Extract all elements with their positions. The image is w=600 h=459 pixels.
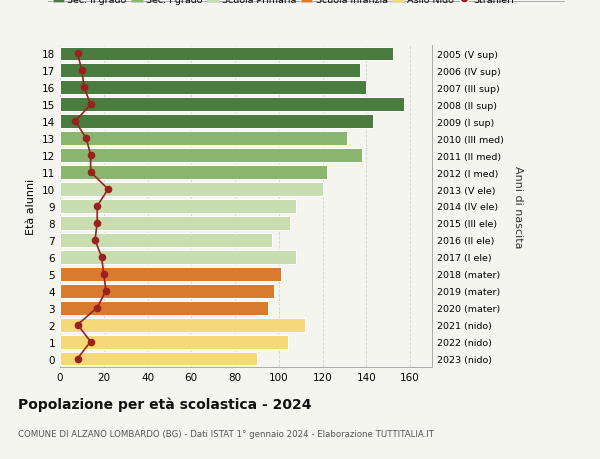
Bar (60, 47, 392, 62)
Bar (60, 250, 296, 264)
Bar (60, 149, 362, 163)
Bar (60, 183, 323, 196)
Bar (60, 267, 281, 281)
Bar (60, 115, 373, 129)
Bar (60, 200, 296, 213)
Bar (60, 234, 272, 247)
Bar (60, 98, 404, 112)
Bar (60, 132, 347, 146)
Bar (60, 64, 360, 78)
Text: COMUNE DI ALZANO LOMBARDO (BG) - Dati ISTAT 1° gennaio 2024 - Elaborazione TUTTI: COMUNE DI ALZANO LOMBARDO (BG) - Dati IS… (18, 429, 434, 438)
Bar (60, 217, 290, 230)
Bar (60, 335, 287, 349)
Y-axis label: Anni di nascita: Anni di nascita (513, 165, 523, 248)
Bar (60, 166, 327, 179)
Bar (60, 318, 305, 332)
Bar (60, 284, 274, 298)
Bar (60, 81, 367, 95)
Bar (60, 352, 257, 366)
Y-axis label: Età alunni: Età alunni (26, 179, 37, 235)
Text: Popolazione per età scolastica - 2024: Popolazione per età scolastica - 2024 (18, 397, 311, 412)
Legend: Sec. II grado, Sec. I grado, Scuola Primaria, Scuola Infanzia, Asilo Nido, Stran: Sec. II grado, Sec. I grado, Scuola Prim… (53, 0, 514, 5)
Bar (60, 301, 268, 315)
